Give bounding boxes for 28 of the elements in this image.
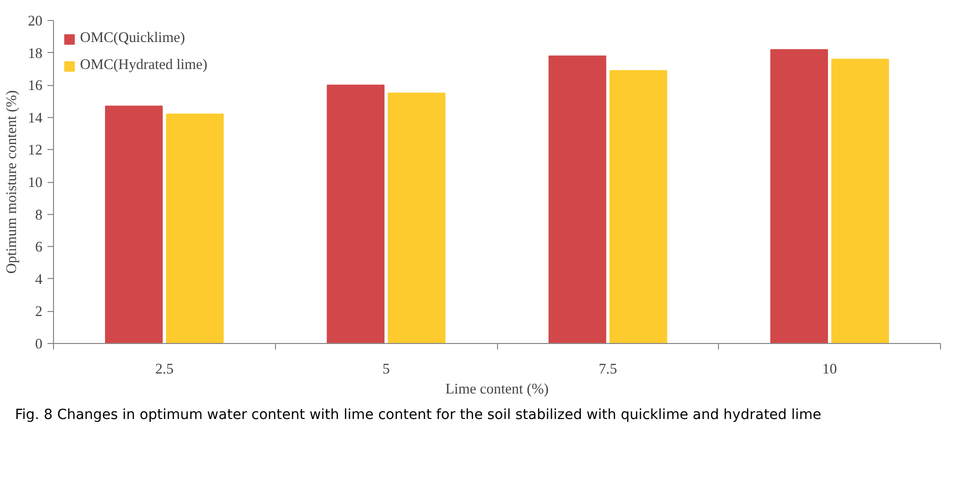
y-tick-label: 12 [28,142,42,159]
y-tick-label: 0 [35,336,42,352]
x-tick-label: 7.5 [598,362,618,378]
bar [326,84,384,344]
y-tick-label: 20 [28,14,42,30]
bar [166,114,224,344]
x-axis-title: Lime content (%) [445,382,549,398]
bar [548,56,606,344]
y-axis-title: Optimum moisture content (%) [4,90,20,274]
bar [105,106,163,344]
legend-label: OMC(Hydrated lime) [80,57,208,74]
y-tick-label: 16 [28,78,42,94]
y-tick-label: 18 [28,46,42,62]
bar [770,49,828,344]
legend-label: OMC(Quicklime) [80,30,186,47]
x-tick-label: 10 [822,362,837,378]
x-tick-label: 5 [382,362,390,378]
bar [610,70,668,344]
caption: Fig. 8 Changes in optimum water content with lime content for the soil stabilized with quicklime and hydrated lime [15,406,822,425]
x-tick-label: 2.5 [155,362,174,378]
y-tick-label: 4 [35,272,44,288]
y-tick-label: 10 [28,175,42,191]
y-tick-label: 6 [35,240,42,256]
bar [831,58,889,344]
bar [388,92,446,344]
y-tick-label: 2 [35,304,42,320]
y-tick-label: 8 [35,207,42,224]
y-tick-label: 14 [28,110,44,126]
